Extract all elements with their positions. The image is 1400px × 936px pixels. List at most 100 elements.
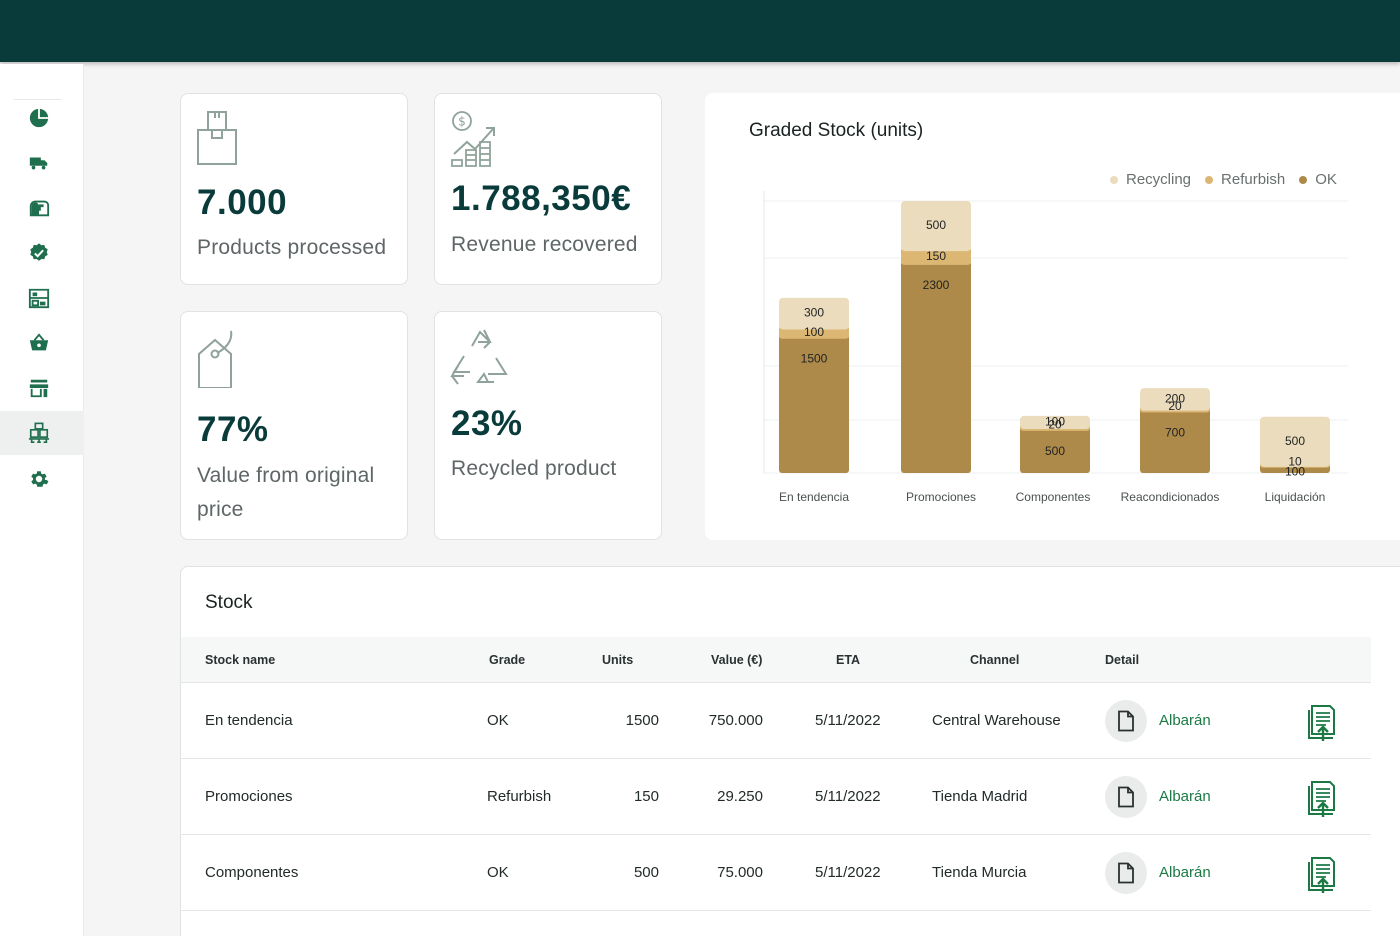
column-header-channel[interactable]: Channel: [970, 653, 1020, 667]
x-tick-label: Reacondicionados: [1121, 490, 1220, 504]
sidebar-divider: [14, 99, 62, 100]
legend-item-recycling[interactable]: Recycling: [1110, 171, 1191, 188]
column-header-stock-name[interactable]: Stock name: [205, 653, 276, 667]
document-icon: [1118, 710, 1134, 732]
bar-segment-ok: [779, 334, 849, 473]
stock-table-card: Stock Stock name Grade Units Value (€) E…: [180, 566, 1400, 936]
kpi-card-value-from-price: 77% Value from original price: [180, 311, 408, 540]
kpi-value: 23%: [451, 404, 523, 443]
cell-units: 150: [633, 788, 659, 805]
box-icon: [197, 111, 237, 165]
kpi-label: Recycled product: [451, 457, 617, 480]
column-header-detail[interactable]: Detail: [1105, 653, 1140, 667]
cell-channel: Tienda Madrid: [932, 788, 1028, 805]
cell-stock-name: Promociones: [205, 788, 293, 805]
column-header-eta[interactable]: ETA: [836, 653, 861, 667]
albaran-link[interactable]: Albarán: [1159, 712, 1211, 729]
cell-units: 1500: [625, 712, 659, 729]
cell-grade: Refurbish: [487, 788, 552, 805]
upload-document-icon[interactable]: [1307, 776, 1339, 818]
table-row[interactable]: Componentes OK 500 75.000 5/11/2022 Tien…: [181, 835, 1371, 911]
albaran-link[interactable]: Albarán: [1159, 788, 1211, 805]
price-tag-icon: [198, 330, 233, 388]
cell-grade: OK: [487, 864, 509, 881]
table-header: Stock name Grade Units Value (€) ETA Cha…: [181, 637, 1371, 683]
bar-segment-recycling: [1140, 388, 1210, 411]
document-icon: [1118, 862, 1134, 884]
cell-channel: Central Warehouse: [932, 712, 1061, 729]
recycle-icon: [450, 329, 508, 385]
data-label: 20: [1048, 417, 1062, 431]
kpi-value: 77%: [197, 410, 269, 449]
bar-segment-ok: [901, 260, 971, 473]
kpi-card-recycled-product: 23% Recycled product: [434, 311, 662, 540]
legend-item-ok[interactable]: OK: [1299, 171, 1337, 188]
kpi-label: Products processed: [197, 236, 387, 259]
svg-text:$: $: [458, 115, 466, 129]
sidebar-item-settings[interactable]: [0, 457, 84, 501]
bar-segment-recycling: [1260, 416, 1330, 467]
bar-segment-recycling: [1020, 415, 1090, 430]
truck-icon: [29, 157, 48, 170]
bar-segment-refurbish: [901, 247, 971, 265]
column-header-units[interactable]: Units: [602, 653, 634, 667]
table-row[interactable]: Promociones Refurbish 150 29.250 5/11/20…: [181, 759, 1371, 835]
chart-title: Graded Stock (units): [749, 120, 924, 141]
x-tick-label: En tendencia: [779, 490, 849, 504]
sidebar-item-dashboard[interactable]: [0, 96, 84, 140]
cell-grade: OK: [487, 712, 509, 729]
cell-eta: 5/11/2022: [815, 788, 881, 805]
upload-document-icon[interactable]: [1307, 852, 1339, 894]
x-tick-label: Promociones: [906, 490, 976, 504]
document-button[interactable]: [1105, 776, 1147, 818]
sidebar-item-warehouse[interactable]: [0, 276, 84, 320]
cell-eta: 5/11/2022: [815, 712, 881, 729]
legend-label: OK: [1315, 171, 1337, 188]
table-row[interactable]: En tendencia OK 1500 750.000 5/11/2022 C…: [181, 683, 1371, 759]
legend-label: Recycling: [1126, 171, 1192, 188]
kpi-card-revenue-recovered: $ 1.788,350€ Revenue recovered: [434, 93, 662, 285]
gear-icon: [31, 471, 49, 487]
sidebar-item-stock[interactable]: [0, 411, 84, 455]
kpi-card-products-processed: 7.000 Products processed: [180, 93, 408, 285]
sidebar-item-orders[interactable]: [0, 321, 84, 365]
sidebar: [0, 64, 84, 936]
sidebar-item-mailbox[interactable]: [0, 186, 84, 230]
data-label: 500: [1045, 444, 1065, 458]
data-label: 20: [1168, 399, 1182, 413]
cell-value: 75.000: [717, 864, 763, 881]
sidebar-item-shipments[interactable]: [0, 141, 84, 185]
data-label: 100: [1045, 414, 1065, 428]
data-label: 500: [926, 218, 946, 232]
revenue-growth-icon: $: [451, 111, 495, 167]
cell-units: 500: [633, 864, 659, 881]
sidebar-item-quality[interactable]: [0, 231, 84, 275]
bar-segment-recycling: [901, 201, 971, 252]
x-tick-label: Componentes: [1016, 490, 1091, 504]
legend-label: Refurbish: [1221, 171, 1286, 188]
sidebar-item-stores[interactable]: [0, 366, 84, 410]
warehouse-shelves-icon: [28, 288, 50, 309]
upload-document-icon[interactable]: [1307, 700, 1339, 742]
data-label: 200: [1165, 391, 1185, 405]
data-label: 1500: [801, 352, 828, 366]
legend-item-refurbish[interactable]: Refurbish: [1205, 171, 1285, 188]
kpi-value: 1.788,350€: [451, 179, 632, 218]
albaran-link[interactable]: Albarán: [1159, 864, 1211, 881]
document-button[interactable]: [1105, 852, 1147, 894]
legend-swatch: [1205, 175, 1214, 184]
store-icon: [29, 379, 49, 398]
data-label: 100: [804, 325, 824, 339]
data-label: 500: [1285, 434, 1305, 448]
kpi-label: Revenue recovered: [451, 233, 638, 256]
cell-value: 750.000: [708, 712, 763, 729]
document-button[interactable]: [1105, 700, 1147, 742]
column-header-grade[interactable]: Grade: [489, 653, 526, 667]
cell-stock-name: Componentes: [205, 864, 299, 881]
verified-badge-icon: [30, 243, 48, 261]
kpi-label: Value from original price: [197, 464, 375, 521]
column-header-value[interactable]: Value (€): [711, 653, 763, 667]
cell-stock-name: En tendencia: [205, 712, 293, 729]
legend-swatch: [1299, 175, 1308, 184]
data-label: 150: [926, 249, 946, 263]
